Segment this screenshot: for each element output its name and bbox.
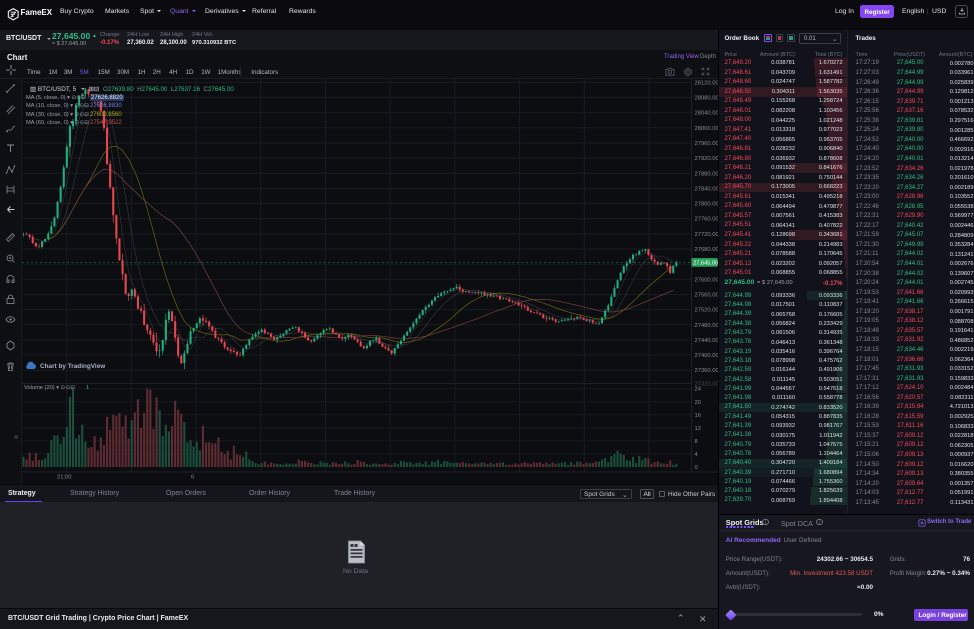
svg-text:27520.00: 27520.00 <box>695 308 719 314</box>
svg-text:27,645.00: 27,645.00 <box>693 260 718 266</box>
svg-text:27480.00: 27480.00 <box>695 323 719 329</box>
svg-text:6: 6 <box>191 475 194 481</box>
svg-text:20: 20 <box>695 400 701 406</box>
svg-text:27960.00: 27960.00 <box>695 141 719 147</box>
svg-text:12: 12 <box>695 426 701 432</box>
svg-text:27840.00: 27840.00 <box>695 186 719 192</box>
svg-text:28080.00: 28080.00 <box>695 96 719 102</box>
svg-text:27400.00: 27400.00 <box>695 353 719 359</box>
svg-text:27360.00: 27360.00 <box>695 368 719 374</box>
svg-text:28120.00: 28120.00 <box>695 80 719 86</box>
svg-text:8: 8 <box>695 439 698 445</box>
svg-text:27920.00: 27920.00 <box>695 156 719 162</box>
svg-text:28000.00: 28000.00 <box>695 126 719 132</box>
svg-text:27320.00: 27320.00 <box>695 381 719 387</box>
svg-text:27760.00: 27760.00 <box>695 217 719 223</box>
svg-text:27720.00: 27720.00 <box>695 232 719 238</box>
svg-text:24: 24 <box>695 387 702 393</box>
svg-text:27800.00: 27800.00 <box>695 202 719 208</box>
svg-text:21:00: 21:00 <box>57 475 72 481</box>
svg-text:0: 0 <box>695 465 698 471</box>
svg-text:16: 16 <box>695 413 701 419</box>
svg-text:27880.00: 27880.00 <box>695 171 719 177</box>
svg-text:27440.00: 27440.00 <box>695 338 719 344</box>
svg-text:27680.00: 27680.00 <box>695 247 719 253</box>
svg-text:28040.00: 28040.00 <box>695 111 719 117</box>
svg-text:27600.00: 27600.00 <box>695 277 719 283</box>
svg-text:4: 4 <box>695 452 699 458</box>
svg-text:27560.00: 27560.00 <box>695 293 719 299</box>
